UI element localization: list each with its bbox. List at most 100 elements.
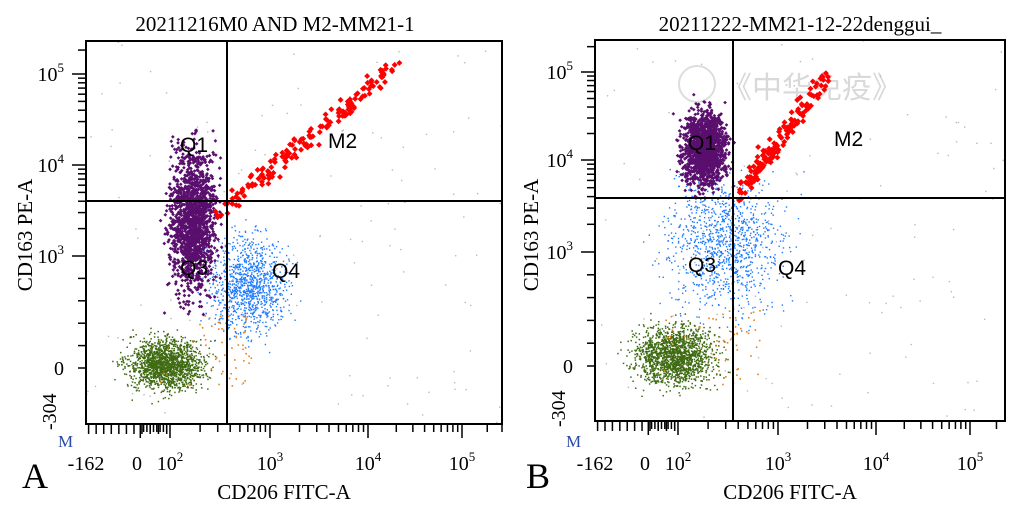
event-dot-debris <box>919 300 921 302</box>
event-dot-debris <box>809 155 811 157</box>
event-dot-low-population <box>178 363 180 366</box>
event-dot-q4-population <box>255 285 258 287</box>
x-tick-label: -162 <box>68 453 105 475</box>
event-dot-q4-population <box>248 315 250 317</box>
event-dot-low-population <box>170 377 172 380</box>
event-dot-q4-population <box>231 321 234 323</box>
event-dot-orange <box>234 359 236 361</box>
event-dot-q4-population <box>220 313 222 315</box>
event-dot-low-population <box>171 365 173 367</box>
event-dot-low-population <box>177 387 179 389</box>
event-dot-q4-population <box>230 320 232 323</box>
event-dot-low-population <box>176 355 178 358</box>
event-dot-low-population <box>147 369 150 371</box>
event-dot-q4-population <box>288 285 291 288</box>
event-dot-q4-population <box>234 268 236 270</box>
event-dot-low-population <box>160 350 163 353</box>
event-dot-q4-population <box>258 278 260 281</box>
event-dot-q4-population <box>250 283 252 285</box>
event-dot-low-population <box>200 356 203 358</box>
event-dot-q4-population <box>255 322 257 324</box>
event-dot-q4-population <box>271 286 274 288</box>
event-dot-low-population <box>147 381 149 383</box>
event-dot-low-population <box>179 369 182 372</box>
event-dot-q4-population <box>675 174 678 177</box>
event-dot-orange <box>204 338 207 341</box>
event-dot-q4-population <box>288 309 290 312</box>
event-dot-q4-population <box>772 227 775 229</box>
event-dot-low-population <box>156 352 158 354</box>
event-dot-low-population <box>159 367 162 369</box>
event-dot-low-population <box>179 368 181 370</box>
event-dot-low-population <box>204 361 206 364</box>
event-dot-low-population <box>188 367 191 370</box>
event-dot-debris <box>468 117 470 119</box>
event-dot-q4-population <box>229 288 231 291</box>
event-dot-low-population <box>180 339 183 341</box>
event-dot-debris <box>976 142 978 145</box>
event-dot-q4-population <box>277 284 279 287</box>
event-dot-q4-population <box>233 258 236 261</box>
event-dot-low-population <box>152 343 154 345</box>
event-dot-low-population <box>205 363 207 366</box>
event-dot-q4-population <box>269 270 271 273</box>
event-dot-q4-population <box>243 267 245 269</box>
event-dot-q4-population <box>238 265 241 267</box>
event-dot-low-population <box>212 366 214 369</box>
event-dot-q4-population <box>253 302 256 304</box>
event-dot-q4-population <box>228 338 231 341</box>
event-dot-q4-population <box>251 254 254 256</box>
event-dot-q4-population <box>256 260 259 263</box>
event-dot-q4-population <box>266 248 268 250</box>
event-dot-q4-population <box>229 290 232 293</box>
event-dot-q4-population <box>261 247 263 249</box>
event-dot-low-population <box>117 363 119 365</box>
event-dot-debris <box>118 196 120 199</box>
event-dot-q4-population <box>241 276 243 278</box>
event-dot-q4-population <box>746 281 748 284</box>
event-dot-low-population <box>172 361 175 364</box>
event-dot-q4-population <box>251 273 253 276</box>
event-dot-q4-population <box>276 278 278 280</box>
event-dot-low-population <box>201 363 204 365</box>
event-dot-q4-population <box>277 240 279 243</box>
event-dot-q4-population <box>244 304 246 307</box>
event-dot-orange <box>244 347 247 349</box>
event-dot-low-population <box>192 369 194 372</box>
event-dot-q4-population <box>239 287 241 289</box>
event-dot-low-population <box>188 362 191 365</box>
event-dot-q4-population <box>252 312 255 315</box>
event-dot-q4-population <box>200 320 202 322</box>
event-marker-q1-population <box>176 145 181 150</box>
event-dot-debris <box>362 395 364 397</box>
event-dot-q4-population <box>256 328 258 330</box>
event-dot-orange <box>235 367 237 369</box>
event-dot-q4-population <box>268 290 271 293</box>
event-dot-q4-population <box>259 287 262 290</box>
event-dot-q4-population <box>754 234 757 236</box>
event-dot-q4-population <box>238 286 240 289</box>
event-dot-low-population <box>142 367 144 370</box>
event-dot-low-population <box>183 383 185 385</box>
event-dot-q4-population <box>748 303 750 305</box>
event-dot-q4-population <box>256 254 258 257</box>
event-dot-low-population <box>180 379 182 382</box>
event-dot-q4-population <box>242 265 244 268</box>
event-dot-low-population <box>124 365 126 368</box>
event-dot-low-population <box>151 358 154 360</box>
event-dot-low-population <box>184 336 187 339</box>
event-dot-q4-population <box>255 266 258 269</box>
event-dot-low-population <box>206 354 208 357</box>
event-dot-q4-population <box>238 234 240 237</box>
event-dot-q4-population <box>246 257 249 259</box>
event-dot-low-population <box>190 347 192 350</box>
event-dot-q4-population <box>261 260 263 263</box>
event-dot-low-population <box>121 364 123 366</box>
gate-label-q1-a: Q1 <box>180 134 208 157</box>
event-dot-low-population <box>179 366 182 368</box>
event-dot-q4-population <box>244 251 246 253</box>
event-dot-q4-population <box>248 298 250 300</box>
event-dot-q4-population <box>690 239 692 242</box>
event-dot-low-population <box>144 359 146 362</box>
event-marker-q1-population <box>174 292 179 297</box>
